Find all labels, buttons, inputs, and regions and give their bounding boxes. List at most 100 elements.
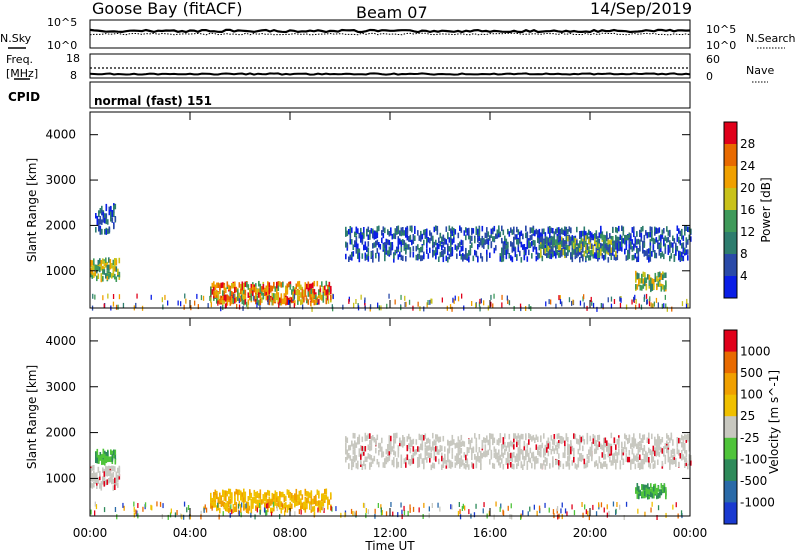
echo-cell — [409, 247, 412, 253]
echo-cell — [94, 264, 97, 270]
echo-cell — [519, 235, 521, 242]
echo-cell — [482, 508, 484, 514]
echo-cell — [625, 456, 628, 462]
echo-cell — [135, 302, 137, 308]
echo-cell — [150, 504, 152, 510]
echo-cell — [188, 514, 191, 520]
echo-cell — [122, 302, 125, 308]
echo-cell — [285, 290, 287, 296]
echo-cell — [507, 458, 509, 464]
echo-cell — [496, 456, 499, 463]
echo-cell — [604, 437, 607, 443]
echo-cell — [447, 456, 449, 463]
echo-cell — [285, 285, 287, 292]
echo-cell — [583, 234, 586, 241]
echo-cell — [612, 501, 615, 507]
echo-cell — [428, 506, 430, 512]
echo-cell — [635, 275, 637, 282]
echo-cell — [454, 462, 457, 468]
echo-cell — [651, 230, 653, 236]
echo-cell — [478, 457, 481, 463]
echo-cell — [237, 292, 239, 299]
echo-cell — [592, 234, 595, 241]
echo-cell — [417, 446, 419, 452]
echo-cell — [598, 434, 601, 441]
echo-cell — [469, 439, 472, 446]
echo-cell — [313, 280, 316, 287]
echo-cell — [379, 442, 382, 449]
echo-cell — [113, 452, 115, 459]
echo-cell — [621, 448, 623, 455]
echo-cell — [244, 289, 247, 296]
echo-cell — [670, 452, 673, 458]
echo-cell — [663, 272, 666, 279]
echo-cell — [295, 500, 298, 506]
echo-cell — [404, 302, 406, 307]
echo-cell — [673, 458, 676, 465]
echo-cell — [577, 251, 580, 257]
echo-cell — [673, 238, 676, 244]
echo-cell — [552, 243, 554, 249]
echo-cell — [631, 448, 634, 454]
echo-cell — [249, 290, 251, 297]
echo-cell — [627, 254, 629, 261]
echo-cell — [429, 444, 431, 451]
echo-cell — [615, 444, 617, 450]
echo-cell — [620, 297, 622, 303]
echo-cell — [358, 248, 361, 254]
echo-cell — [654, 447, 656, 453]
echo-cell — [541, 237, 544, 244]
echo-cell — [99, 261, 101, 267]
echo-cell — [661, 229, 664, 235]
echo-cell — [567, 456, 569, 462]
echo-cell — [666, 237, 668, 243]
echo-cell — [243, 296, 245, 302]
echo-cell — [582, 454, 584, 461]
echo-cell — [552, 462, 554, 468]
echo-cell — [663, 228, 665, 234]
echo-cell — [283, 494, 286, 500]
echo-cell — [634, 455, 637, 461]
echo-cell — [556, 227, 559, 233]
echo-cell — [586, 454, 589, 460]
echo-cell — [297, 500, 299, 506]
echo-cell — [436, 229, 439, 235]
echo-cell — [348, 256, 350, 262]
echo-cell — [498, 227, 500, 234]
echo-cell — [177, 300, 179, 306]
echo-cell — [309, 288, 311, 294]
echo-cell — [556, 433, 559, 440]
echo-cell — [550, 239, 553, 246]
echo-cell — [673, 454, 676, 460]
echo-cell — [651, 457, 653, 463]
echo-cell — [111, 210, 114, 216]
echo-cell — [499, 506, 501, 512]
echo-cell — [200, 514, 202, 520]
velocity-frame — [89, 317, 691, 517]
echo-cell — [490, 454, 493, 460]
echo-cell — [448, 237, 451, 243]
echo-cell — [654, 450, 656, 457]
echo-cell — [663, 285, 666, 291]
echo-cell — [390, 242, 392, 248]
echo-cell — [660, 439, 662, 445]
echo-cell — [393, 457, 395, 463]
echo-cell — [468, 438, 470, 445]
echo-cell — [369, 454, 371, 460]
echo-cell — [475, 462, 478, 469]
echo-cell — [298, 289, 301, 296]
echo-cell — [94, 472, 97, 479]
echo-cell — [651, 226, 653, 233]
echo-cell — [657, 243, 659, 250]
echo-cell — [112, 485, 115, 491]
echo-cell — [460, 448, 463, 454]
echo-cell — [619, 243, 622, 250]
echo-cell — [346, 230, 349, 237]
echo-cell — [369, 445, 371, 452]
echo-cell — [570, 441, 572, 447]
echo-cell — [214, 502, 217, 508]
echo-cell — [357, 228, 359, 234]
echo-cell — [304, 488, 307, 495]
echo-cell — [635, 304, 637, 310]
echo-cell — [447, 440, 449, 446]
